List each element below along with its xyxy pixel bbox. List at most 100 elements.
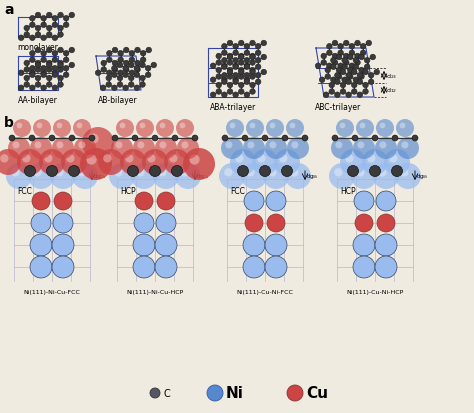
Circle shape [237,166,248,177]
Circle shape [180,123,185,129]
Circle shape [357,73,363,79]
Circle shape [229,123,236,129]
Circle shape [29,86,35,91]
Circle shape [155,256,177,278]
Circle shape [95,71,101,76]
Circle shape [112,48,118,54]
Circle shape [246,120,264,138]
Circle shape [241,164,267,190]
Circle shape [233,93,238,98]
Circle shape [58,63,64,69]
Circle shape [238,90,244,95]
Circle shape [352,136,358,142]
Circle shape [344,61,349,66]
Circle shape [335,80,340,85]
Circle shape [182,142,189,149]
Circle shape [190,155,200,165]
Circle shape [221,80,227,85]
Circle shape [140,83,146,88]
Text: Cu: Cu [306,386,328,401]
Circle shape [133,235,155,256]
Circle shape [269,142,276,149]
Circle shape [25,166,36,177]
Circle shape [292,142,299,149]
Text: FCC: FCC [230,186,245,195]
Circle shape [359,74,365,80]
Circle shape [151,63,156,69]
Circle shape [227,74,233,80]
Circle shape [252,150,278,176]
Circle shape [28,164,54,190]
Circle shape [120,150,146,176]
Circle shape [282,166,292,177]
Circle shape [129,58,135,64]
Circle shape [233,64,238,69]
Circle shape [69,13,74,19]
Circle shape [77,169,85,177]
Circle shape [327,44,332,50]
Circle shape [131,164,157,190]
Circle shape [64,66,69,72]
Circle shape [207,385,223,401]
Circle shape [412,136,418,142]
Circle shape [35,142,41,149]
Circle shape [112,68,118,73]
Circle shape [216,83,221,88]
Circle shape [58,13,64,19]
Circle shape [379,142,386,149]
Circle shape [263,164,289,190]
Circle shape [238,54,244,59]
Circle shape [346,93,351,98]
Circle shape [169,155,178,163]
Circle shape [221,44,227,50]
Circle shape [158,169,166,177]
Text: AB-bilayer: AB-bilayer [98,96,138,105]
Circle shape [112,61,118,66]
Circle shape [33,120,51,138]
Circle shape [355,61,360,66]
Circle shape [397,138,419,159]
Circle shape [29,36,35,41]
Text: Ni(111)-Ni-Cu-FCC: Ni(111)-Ni-Cu-FCC [24,289,81,294]
Circle shape [330,58,336,64]
Circle shape [376,120,394,138]
Circle shape [261,41,266,47]
Circle shape [344,41,349,47]
Circle shape [222,136,228,142]
Circle shape [56,123,63,129]
Circle shape [41,73,46,78]
Circle shape [13,120,31,138]
Circle shape [365,58,370,64]
Circle shape [106,83,111,88]
Circle shape [335,73,340,79]
Text: d$_{23}$: d$_{23}$ [386,72,397,81]
Circle shape [366,41,372,47]
Circle shape [227,41,233,47]
Circle shape [35,13,41,19]
Circle shape [160,123,165,129]
Circle shape [54,192,72,211]
Circle shape [216,90,221,95]
Circle shape [334,169,343,177]
Circle shape [123,48,129,54]
Circle shape [347,74,353,80]
Circle shape [347,68,353,74]
Circle shape [109,164,135,190]
Circle shape [52,71,58,76]
Text: Ni: Ni [226,386,244,401]
Circle shape [329,164,355,190]
Circle shape [136,120,154,138]
Circle shape [362,150,388,176]
Circle shape [98,150,124,176]
Circle shape [267,214,285,233]
Circle shape [250,41,255,47]
Circle shape [400,123,405,129]
Circle shape [349,51,355,57]
Circle shape [117,83,123,88]
Circle shape [349,44,355,50]
Circle shape [29,23,35,28]
Circle shape [329,83,335,88]
Circle shape [135,61,140,66]
Circle shape [401,142,409,149]
Circle shape [135,68,140,73]
